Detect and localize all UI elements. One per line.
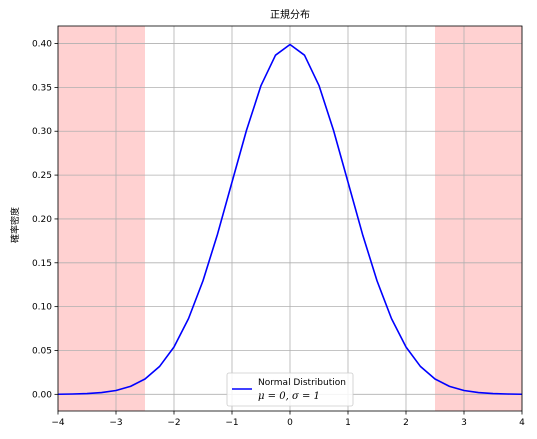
chart-title: 正規分布: [270, 9, 310, 21]
x-tick-label-7: 3: [461, 418, 467, 428]
series-line-0: [57, 43, 523, 396]
x-tick-label-1: −3: [109, 418, 122, 428]
x-tick-label-5: 1: [345, 418, 351, 428]
legend-label-params: μ = 0, σ = 1: [258, 391, 320, 402]
y-tick-label-2: 0.10: [32, 303, 52, 313]
x-tick-label-2: −2: [167, 418, 180, 428]
y-tick-label-0: 0.00: [32, 390, 52, 400]
y-tick-label-1: 0.05: [32, 346, 52, 356]
y-tick-label-5: 0.25: [32, 171, 52, 181]
x-tick-label-8: 4: [519, 418, 525, 428]
y-tick-label-8: 0.40: [32, 40, 52, 50]
x-tick-label-3: −1: [225, 418, 238, 428]
y-tick-label-7: 0.35: [32, 83, 52, 93]
plot-area: −4 −3 −2 −1 0 1 2 3 4 0.00 0.05 0.10 0.15 0.20 0.25 0.3…: [32, 25, 525, 428]
x-tick-label-0: −4: [51, 418, 65, 428]
x-tick-label-6: 2: [403, 418, 409, 428]
y-tick-label-4: 0.20: [32, 215, 52, 225]
legend-box: [226, 372, 354, 407]
legend-label: Normal Distribution: [258, 378, 346, 388]
shaded-region-1: [435, 26, 522, 411]
x-tick-label-4: 0: [287, 418, 293, 428]
shaded-region-0: [58, 26, 145, 411]
y-axis-label: 確率密度: [9, 207, 21, 243]
y-tick-label-3: 0.15: [32, 259, 52, 269]
y-tick-label-6: 0.30: [32, 127, 52, 137]
